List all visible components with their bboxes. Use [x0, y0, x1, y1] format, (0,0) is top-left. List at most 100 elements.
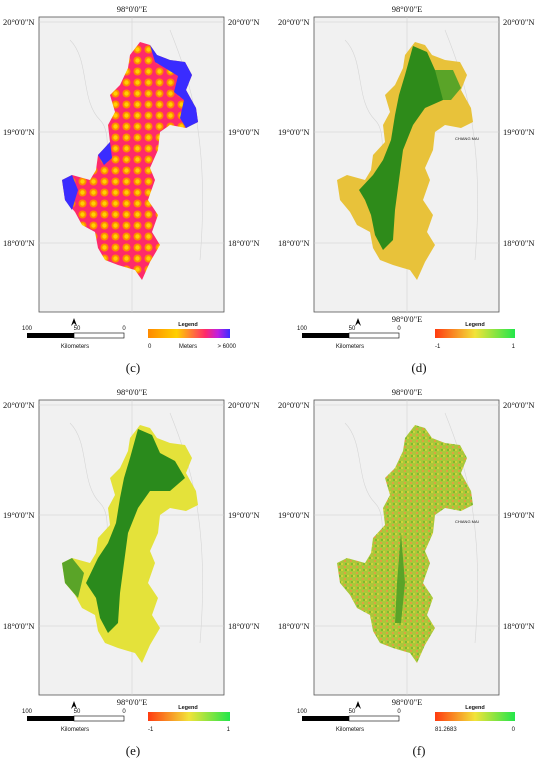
dense-vegetation	[86, 429, 185, 633]
map-e-svg: 98°0'0"E 20°0'0"N 20°0'0"N 19°0'0"N 19°0…	[3, 387, 260, 733]
scale-left: 100	[22, 709, 33, 715]
dense-vegetation	[359, 46, 447, 250]
north-arrow-icon	[355, 701, 361, 709]
lat-19-left: 19°0'0"N	[3, 510, 35, 520]
far-zone	[98, 142, 112, 165]
legend-min: -1	[435, 344, 441, 350]
legend-title: Legend	[178, 705, 198, 711]
bottom-lon-label: 98°0'0"E	[392, 314, 423, 324]
map-c-svg: 98°0'0"E 20°0'0"N 20°0'0"N 19°0'0"N 19°0…	[3, 4, 260, 350]
legend-min: 81.2683	[435, 727, 457, 733]
scale-mid: 50	[349, 326, 356, 332]
lat-20-left: 20°0'0"N	[3, 17, 35, 27]
legend-min: -1	[148, 727, 154, 733]
north-arrow-icon	[71, 318, 77, 326]
scale-right: 0	[122, 709, 126, 715]
legend-min: 0	[148, 344, 152, 350]
legend-color-ramp	[148, 712, 230, 721]
lat-19-left: 19°0'0"N	[278, 510, 310, 520]
scale-bar-black	[27, 333, 74, 338]
lat-18-left: 18°0'0"N	[278, 238, 310, 248]
moderate-vegetation	[435, 70, 461, 100]
scale-mid: 50	[74, 326, 81, 332]
lat-20-right: 20°0'0"N	[228, 400, 260, 410]
legend-unit: Meters	[179, 344, 197, 350]
north-arrow-icon	[71, 701, 77, 709]
lat-18-left: 18°0'0"N	[3, 621, 35, 631]
scale-unit: Kilometers	[336, 344, 364, 350]
legend-title: Legend	[465, 705, 485, 711]
top-lon-label: 98°0'0"E	[392, 387, 423, 397]
lat-20-left: 20°0'0"N	[278, 400, 310, 410]
lat-18-right: 18°0'0"N	[228, 238, 260, 248]
lat-18-left: 18°0'0"N	[3, 238, 35, 248]
legend-max: 1	[227, 727, 231, 733]
legend-color-ramp	[435, 712, 515, 721]
legend-title: Legend	[465, 322, 485, 328]
scale-mid: 50	[74, 709, 81, 715]
scale-unit: Kilometers	[61, 727, 89, 733]
map-panel-e: 98°0'0"E 20°0'0"N 20°0'0"N 19°0'0"N 19°0…	[0, 383, 275, 766]
scale-bar-white	[348, 715, 400, 722]
map-panel-c: 98°0'0"E 20°0'0"N 20°0'0"N 19°0'0"N 19°0…	[0, 0, 275, 383]
city-label: CHIANG MAI	[455, 136, 479, 141]
bottom-lon-label: 98°0'0"E	[392, 697, 423, 707]
legend-max: 0	[512, 727, 516, 733]
lat-20-right: 20°0'0"N	[503, 400, 535, 410]
map-panel-f: CHIANG MAI 98°0'0"E 20°0'0"N 20°0'0"N 19…	[275, 383, 550, 766]
scale-mid: 50	[349, 709, 356, 715]
lat-18-left: 18°0'0"N	[278, 621, 310, 631]
panel-caption: (c)	[125, 360, 141, 375]
lat-19-left: 19°0'0"N	[278, 127, 310, 137]
lat-20-right: 20°0'0"N	[228, 17, 260, 27]
panel-caption: (d)	[411, 360, 427, 375]
map-d-svg: CHIANG MAI 98°0'0"E 20°0'0"N 20°0'0"N 19…	[278, 4, 535, 350]
valley-band	[395, 533, 405, 623]
north-arrow-icon	[355, 318, 361, 326]
lat-18-right: 18°0'0"N	[503, 238, 535, 248]
legend-title: Legend	[178, 322, 198, 328]
scale-bar-black	[27, 716, 74, 721]
scale-unit: Kilometers	[61, 344, 89, 350]
lat-19-right: 19°0'0"N	[228, 510, 260, 520]
legend-color-ramp	[148, 329, 230, 338]
scale-bar-white	[73, 715, 125, 722]
lat-20-left: 20°0'0"N	[3, 400, 35, 410]
lat-18-right: 18°0'0"N	[503, 621, 535, 631]
lat-19-right: 19°0'0"N	[503, 510, 535, 520]
scale-right: 0	[397, 326, 401, 332]
panel-caption: (e)	[125, 743, 141, 758]
scale-left: 100	[22, 326, 33, 332]
lat-18-right: 18°0'0"N	[228, 621, 260, 631]
far-zone	[150, 45, 198, 128]
top-lon-label: 98°0'0"E	[117, 387, 148, 397]
legend-max: > 6000	[217, 344, 236, 350]
legend-max: 1	[512, 344, 516, 350]
scale-right: 0	[397, 709, 401, 715]
scale-left: 100	[297, 326, 308, 332]
lat-19-right: 19°0'0"N	[503, 127, 535, 137]
map-panel-d: CHIANG MAI 98°0'0"E 20°0'0"N 20°0'0"N 19…	[275, 0, 550, 383]
scale-right: 0	[122, 326, 126, 332]
legend-color-ramp	[435, 329, 515, 338]
scale-unit: Kilometers	[336, 727, 364, 733]
scale-bar-white	[73, 332, 125, 339]
panel-caption: (f)	[412, 743, 426, 758]
lat-20-left: 20°0'0"N	[278, 17, 310, 27]
top-lon-label: 98°0'0"E	[392, 4, 423, 14]
bottom-lon-label: 98°0'0"E	[117, 697, 148, 707]
lat-20-right: 20°0'0"N	[503, 17, 535, 27]
top-lon-label: 98°0'0"E	[117, 4, 148, 14]
study-area-index	[337, 425, 473, 663]
scale-bar-black	[302, 716, 349, 721]
map-f-svg: CHIANG MAI 98°0'0"E 20°0'0"N 20°0'0"N 19…	[278, 387, 535, 733]
scale-bar-black	[302, 333, 349, 338]
scale-left: 100	[297, 709, 308, 715]
lat-19-left: 19°0'0"N	[3, 127, 35, 137]
lat-19-right: 19°0'0"N	[228, 127, 260, 137]
study-area-distance	[62, 42, 198, 280]
moderate-vegetation	[62, 558, 84, 598]
city-label: CHIANG MAI	[455, 519, 479, 524]
scale-bar-white	[348, 332, 400, 339]
far-zone	[62, 175, 78, 210]
